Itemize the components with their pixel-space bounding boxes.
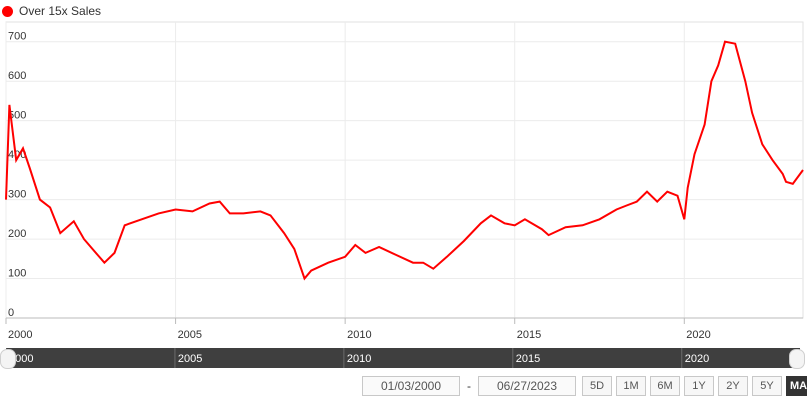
navigator-right-handle[interactable] — [789, 349, 805, 369]
range-separator: - — [467, 379, 471, 393]
x-tick-label: 2010 — [347, 329, 371, 341]
x-tick-label: 2020 — [686, 329, 710, 341]
range-button-max[interactable]: MAX — [786, 376, 807, 396]
range-button-1m[interactable]: 1M — [616, 376, 646, 396]
navigator-label: 2015 — [516, 353, 540, 365]
y-tick-label: 300 — [8, 189, 26, 201]
range-button-2y[interactable]: 2Y — [718, 376, 748, 396]
x-tick-label: 2015 — [517, 329, 541, 341]
y-tick-label: 700 — [8, 31, 26, 43]
from-date-input[interactable]: 01/03/2000 — [362, 376, 460, 396]
range-button-1y[interactable]: 1Y — [684, 376, 714, 396]
date-range-controls: 01/03/2000 - 06/27/2023 5D1M6M1Y2Y5YMAX — [362, 376, 807, 396]
navigator-svg: 2000 2005 2010 2015 2020 — [5, 348, 709, 368]
navigator-label: 2010 — [347, 353, 371, 365]
x-tick-label: 2000 — [8, 329, 32, 341]
legend-marker-icon — [2, 5, 13, 17]
range-button-6m[interactable]: 6M — [650, 376, 680, 396]
grid-lines — [5, 21, 804, 319]
legend[interactable]: Over 15x Sales — [2, 2, 101, 20]
range-button-5d[interactable]: 5D — [582, 376, 612, 396]
y-tick-label: 0 — [8, 307, 14, 319]
y-tick-label: 200 — [8, 228, 26, 240]
series-line-over-15x-sales — [5, 40, 804, 281]
plot-area-border — [5, 21, 804, 319]
range-button-5y[interactable]: 5Y — [752, 376, 782, 396]
y-tick-label: 600 — [8, 70, 26, 82]
navigator-left-handle[interactable] — [0, 349, 16, 369]
x-tick-label: 2005 — [178, 329, 202, 341]
x-axis-labels: 2000 2005 2010 2015 2020 — [5, 318, 711, 341]
navigator-label: 2020 — [685, 353, 709, 365]
legend-label: Over 15x Sales — [19, 4, 102, 18]
to-date-input[interactable]: 06/27/2023 — [478, 376, 576, 396]
navigator-label: 2005 — [178, 353, 202, 365]
y-tick-label: 500 — [8, 110, 26, 122]
y-tick-label: 100 — [8, 268, 26, 280]
range-buttons: 5D1M6M1Y2Y5YMAX — [582, 376, 807, 396]
navigator-bar[interactable]: 2000 2005 2010 2015 2020 — [5, 348, 800, 368]
